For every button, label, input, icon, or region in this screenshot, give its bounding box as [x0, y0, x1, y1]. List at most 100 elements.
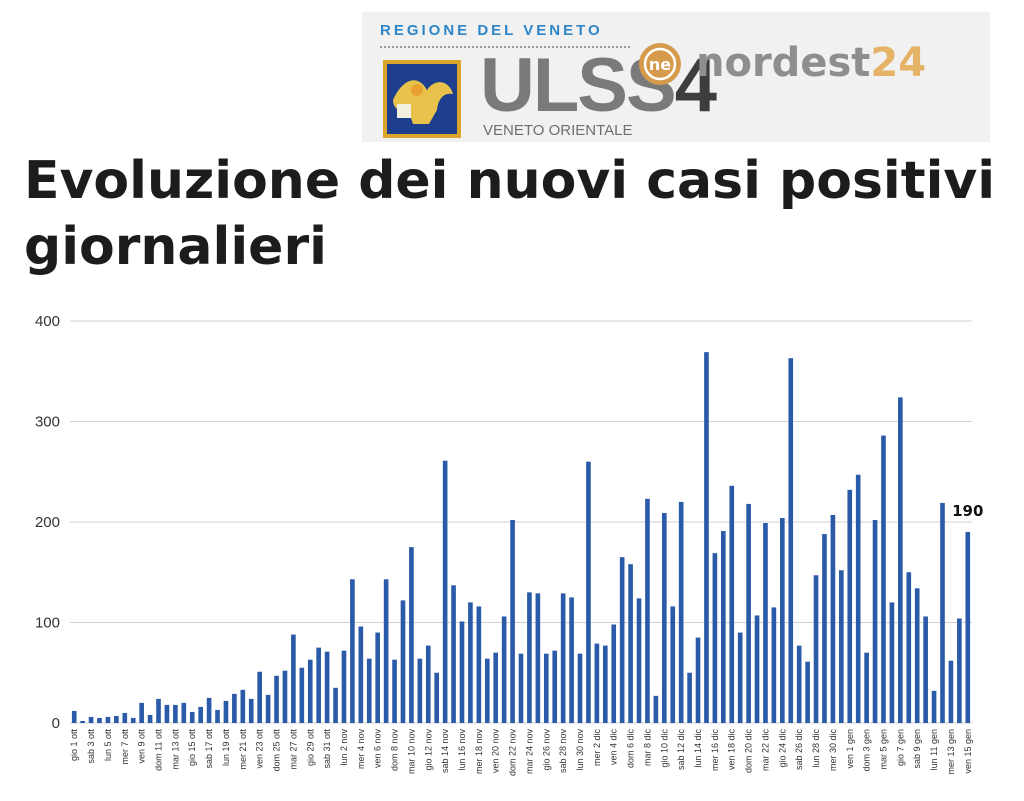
- bar: [383, 579, 389, 723]
- data-label-last: 190: [952, 502, 983, 520]
- bar: [451, 585, 456, 723]
- bar: [282, 670, 288, 723]
- bar: [240, 689, 246, 723]
- x-tick-label: gio 29 ott: [305, 729, 315, 767]
- bar: [602, 645, 608, 723]
- bar: [881, 435, 886, 723]
- x-tick-label: lun 30 nov: [575, 729, 585, 771]
- bar: [898, 397, 903, 723]
- x-tick-label: gio 24 dic: [777, 729, 787, 768]
- bar: [695, 637, 701, 723]
- x-tick-label: mar 5 gen: [878, 729, 888, 770]
- x-tick-label: sab 12 dic: [676, 729, 686, 771]
- y-tick-label: 100: [35, 615, 60, 632]
- nordest-number: 24: [870, 40, 927, 86]
- bar: [366, 658, 372, 723]
- bar: [215, 709, 220, 723]
- bar: [889, 602, 895, 723]
- bar: [265, 694, 271, 723]
- x-tick-label: ven 4 dic: [609, 729, 619, 766]
- x-tick-label: ven 1 gen: [845, 729, 855, 769]
- y-axis-labels: 0 100 200 300 400: [35, 313, 60, 732]
- bar: [97, 717, 102, 723]
- x-tick-label: ven 18 dic: [727, 729, 737, 771]
- x-tick-label: gio 10 dic: [659, 729, 669, 768]
- x-tick-label: mer 30 dic: [828, 729, 838, 772]
- bar: [80, 720, 85, 723]
- ne-logo-letters: ne: [649, 55, 671, 74]
- x-tick-label: mar 22 dic: [760, 729, 770, 772]
- x-tick-label: sab 17 ott: [204, 729, 214, 769]
- x-tick-label: mer 13 gen: [946, 729, 956, 775]
- x-tick-label: gio 12 nov: [423, 729, 433, 771]
- x-tick-label: mar 24 nov: [524, 729, 534, 775]
- bar: [476, 606, 482, 723]
- x-tick-label: dom 22 nov: [508, 729, 518, 777]
- bar: [830, 514, 836, 723]
- bar: [535, 593, 541, 723]
- x-tick-label: mer 2 dic: [592, 729, 602, 767]
- region-label: REGIONE DEL VENETO: [380, 22, 603, 39]
- bar: [88, 716, 94, 723]
- x-tick-label: lun 19 ott: [221, 729, 231, 767]
- bar: [307, 659, 313, 723]
- bar: [788, 358, 794, 723]
- x-tick-label: ven 23 ott: [255, 729, 265, 769]
- bar: [417, 658, 423, 723]
- bar: [560, 593, 566, 723]
- bar: [577, 653, 583, 723]
- bar: [720, 531, 726, 723]
- x-tick-label: lun 28 dic: [811, 729, 821, 768]
- bar: [333, 687, 338, 723]
- x-tick-label: gio 7 gen: [895, 729, 905, 766]
- bar: [232, 693, 237, 723]
- bar: [434, 672, 440, 723]
- bar: [687, 672, 692, 723]
- bar: [855, 474, 861, 723]
- x-tick-label: lun 2 nov: [339, 729, 349, 766]
- bar: [940, 502, 945, 723]
- bar: [780, 517, 785, 723]
- ulss-logo-text: ULSS4: [480, 48, 717, 124]
- nordest-word: nordest: [696, 40, 871, 86]
- x-tick-label: ven 15 gen: [963, 729, 973, 774]
- chart-annotations: 190: [952, 502, 983, 520]
- bar: [931, 690, 937, 723]
- x-tick-label: sab 31 ott: [322, 729, 332, 769]
- bar: [248, 698, 254, 723]
- bar: [771, 607, 777, 723]
- x-tick-label: mer 21 ott: [238, 729, 248, 770]
- bar: [864, 652, 869, 723]
- x-tick-label: dom 3 gen: [862, 729, 872, 772]
- bar: [906, 572, 912, 723]
- bar: [350, 579, 355, 723]
- x-tick-label: dom 6 dic: [626, 729, 636, 769]
- x-tick-label: mar 8 dic: [642, 729, 652, 767]
- x-tick-label: dom 8 nov: [390, 729, 400, 772]
- bar: [468, 602, 473, 723]
- y-tick-label: 200: [35, 514, 60, 531]
- x-tick-label: sab 14 nov: [440, 729, 450, 774]
- bar: [299, 667, 305, 723]
- bar: [493, 652, 499, 723]
- bar: [805, 661, 810, 723]
- x-axis-labels: gio 1 ott sab 3 ott lun 5 ott mer 7 ott ven …: [69, 729, 973, 777]
- x-tick-label: mar 13 ott: [170, 729, 180, 770]
- bar: [586, 461, 591, 723]
- bar: [636, 598, 642, 723]
- x-tick-label: ven 9 ott: [137, 729, 147, 764]
- bar: [71, 710, 77, 723]
- bar: [872, 519, 878, 723]
- x-tick-label: lun 5 ott: [103, 729, 113, 762]
- bar: [847, 489, 853, 723]
- bar: [274, 675, 279, 723]
- x-tick-label: mer 4 nov: [356, 729, 366, 770]
- bar: [813, 575, 819, 723]
- x-tick-label: ven 6 nov: [373, 729, 383, 769]
- y-tick-label: 300: [35, 414, 60, 431]
- bar: [737, 632, 743, 723]
- x-tick-label: lun 14 dic: [693, 729, 703, 768]
- bar: [510, 519, 515, 723]
- bar: [518, 653, 524, 723]
- bar: [611, 624, 617, 723]
